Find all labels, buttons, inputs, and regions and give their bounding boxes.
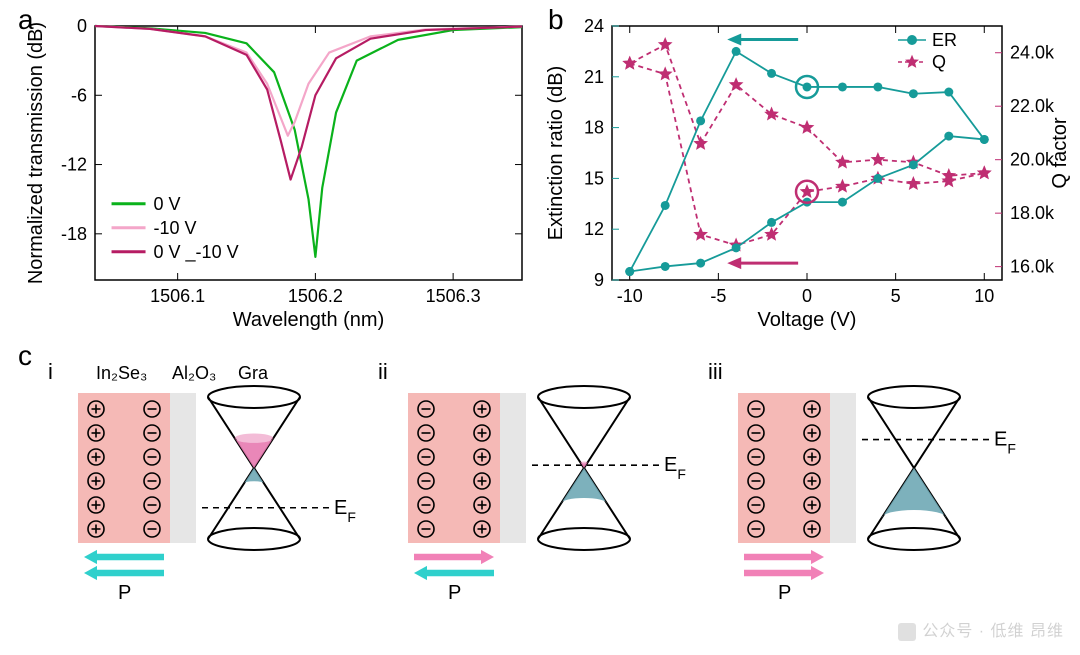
svg-text:24.0k: 24.0k [1010,43,1055,63]
svg-text:Normalized transmission (dB): Normalized transmission (dB) [25,22,47,284]
svg-text:0: 0 [77,16,87,36]
svg-text:1506.2: 1506.2 [288,286,343,306]
panel-c-diagram: In₂Se₃ Al₂O₃ Gra i EF Pii EF Piii EF P [0,345,1080,655]
svg-text:i: i [48,359,53,384]
svg-text:-10: -10 [617,286,643,306]
panel-b-chart: -10-505109121518212416.0k18.0k20.0k22.0k… [540,8,1080,338]
svg-text:EF: EF [664,454,686,482]
svg-text:-6: -6 [71,85,87,105]
svg-text:16.0k: 16.0k [1010,257,1055,277]
svg-text:21: 21 [584,67,604,87]
svg-text:0: 0 [802,286,812,306]
watermark: 公众号 · 低维 昂维 [898,617,1064,641]
svg-text:9: 9 [594,270,604,290]
svg-text:-18: -18 [61,224,87,244]
svg-text:Extinction ratio (dB): Extinction ratio (dB) [545,66,567,241]
svg-text:Al₂O₃: Al₂O₃ [172,363,216,383]
svg-text:18.0k: 18.0k [1010,203,1055,223]
svg-text:Voltage (V): Voltage (V) [758,309,857,331]
svg-text:-5: -5 [710,286,726,306]
svg-text:ER: ER [932,30,957,50]
panel-a-chart: 1506.1 1506.2 1506.3 -18 -12 -6 0 Wavelength (n… [20,8,540,338]
svg-text:iii: iii [708,359,723,384]
svg-text:10: 10 [974,286,994,306]
svg-text:18: 18 [584,118,604,138]
svg-text:1506.3: 1506.3 [426,286,481,306]
svg-text:0 V: 0 V [154,194,181,214]
svg-text:Q factor: Q factor [1049,117,1071,188]
svg-text:Gra: Gra [238,363,269,383]
svg-text:P: P [448,582,461,604]
svg-text:12: 12 [584,219,604,239]
svg-text:P: P [118,582,131,604]
svg-text:Wavelength (nm): Wavelength (nm) [233,309,385,331]
svg-text:22.0k: 22.0k [1010,96,1055,116]
svg-text:EF: EF [994,429,1016,457]
wechat-icon [898,623,916,641]
svg-text:15: 15 [584,168,604,188]
svg-text:ii: ii [378,359,388,384]
svg-text:EF: EF [334,497,356,525]
svg-text:0 V _-10 V: 0 V _-10 V [154,242,239,263]
svg-text:P: P [778,582,791,604]
watermark-text: 公众号 · 低维 昂维 [922,623,1064,640]
svg-text:-12: -12 [61,155,87,175]
svg-text:-10 V: -10 V [154,218,197,238]
svg-text:Q: Q [932,52,946,72]
svg-text:24: 24 [584,16,604,36]
svg-text:1506.1: 1506.1 [150,286,205,306]
svg-text:In₂Se₃: In₂Se₃ [96,363,147,383]
svg-text:5: 5 [891,286,901,306]
